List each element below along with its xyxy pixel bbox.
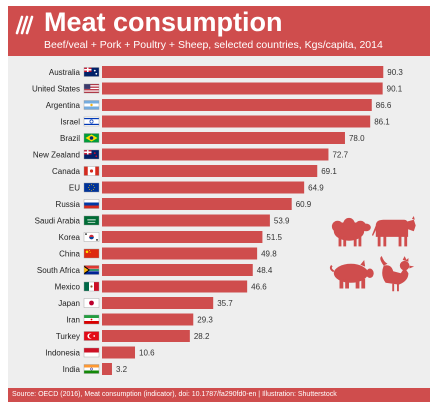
cow-icon xyxy=(372,216,416,247)
bar-india xyxy=(102,363,112,375)
value-label-eu: 64.9 xyxy=(308,184,324,193)
indonesia-flag-icon xyxy=(83,347,100,358)
bar-new-zealand xyxy=(102,148,329,161)
mexico-flag-icon xyxy=(83,281,100,292)
bar-iran xyxy=(102,313,194,326)
pig-icon xyxy=(329,260,374,289)
header-banner: Meat consumption Beef/veal + Pork + Poul… xyxy=(8,6,430,56)
saudi-arabia-flag-icon xyxy=(83,215,100,226)
argentina-flag-icon xyxy=(83,100,100,110)
category-label-japan: Japan xyxy=(58,299,80,308)
japan-flag-icon xyxy=(83,298,100,308)
category-label-united-states: United States xyxy=(32,85,80,94)
category-label-new-zealand: New Zealand xyxy=(33,151,80,160)
rooster-icon xyxy=(380,256,415,292)
bar-israel xyxy=(102,115,371,128)
canada-flag-icon xyxy=(83,166,100,176)
value-label-brazil: 78.0 xyxy=(349,134,365,143)
new-zealand-flag-icon xyxy=(83,149,100,160)
united-states-flag-icon xyxy=(83,83,100,94)
value-label-saudi-arabia: 53.9 xyxy=(274,217,290,226)
category-label-china: China xyxy=(59,250,80,259)
source-note: Source: OECD (2016), Meat consumption (i… xyxy=(12,391,337,398)
category-label-korea: Korea xyxy=(59,233,81,242)
value-label-israel: 86.1 xyxy=(374,118,390,127)
value-label-turkey: 28.2 xyxy=(194,332,210,341)
bar-china xyxy=(102,247,258,260)
value-label-united-states: 90.1 xyxy=(387,85,403,94)
category-label-south-africa: South Africa xyxy=(37,266,81,275)
korea-flag-icon xyxy=(83,232,100,242)
value-label-mexico: 46.6 xyxy=(251,283,267,292)
category-label-indonesia: Indonesia xyxy=(45,349,80,358)
chart-title: Meat consumption xyxy=(44,7,283,37)
brazil-flag-icon xyxy=(83,133,100,143)
category-label-canada: Canada xyxy=(52,167,81,176)
category-label-saudi-arabia: Saudi Arabia xyxy=(35,217,81,226)
chart-subtitle: Beef/veal + Pork + Poultry + Sheep, sele… xyxy=(44,39,383,51)
iran-flag-icon xyxy=(83,314,100,325)
bar-canada xyxy=(102,165,318,177)
bar-chart: Australia 90.3 United States 90.1 Argentina 8… xyxy=(32,66,416,375)
category-label-australia: Australia xyxy=(49,68,81,77)
china-flag-icon xyxy=(83,248,100,259)
bar-russia xyxy=(102,198,292,210)
category-label-russia: Russia xyxy=(56,200,81,209)
bar-japan xyxy=(102,297,214,309)
value-label-korea: 51.5 xyxy=(266,233,282,242)
value-label-australia: 90.3 xyxy=(387,68,403,77)
australia-flag-icon xyxy=(83,67,100,77)
value-label-china: 49.8 xyxy=(261,250,277,259)
value-label-iran: 29.3 xyxy=(197,316,213,325)
category-label-india: India xyxy=(63,365,81,374)
bar-south-africa xyxy=(102,264,253,276)
value-label-russia: 60.9 xyxy=(296,200,312,209)
value-label-japan: 35.7 xyxy=(217,299,233,308)
category-label-brazil: Brazil xyxy=(60,134,80,143)
category-label-iran: Iran xyxy=(66,316,80,325)
bar-mexico xyxy=(102,280,248,293)
eu-flag-icon xyxy=(83,182,100,193)
category-label-eu: EU xyxy=(69,184,80,193)
india-flag-icon xyxy=(83,364,100,374)
russia-flag-icon xyxy=(83,199,100,209)
bar-brazil xyxy=(102,132,345,144)
value-label-indonesia: 10.6 xyxy=(139,349,155,358)
south-africa-flag-icon xyxy=(83,265,100,275)
value-label-new-zealand: 72.7 xyxy=(332,151,348,160)
bar-eu xyxy=(102,181,305,194)
category-label-turkey: Turkey xyxy=(56,332,80,341)
bar-saudi-arabia xyxy=(102,214,270,227)
sheep-icon xyxy=(331,217,371,247)
category-label-argentina: Argentina xyxy=(46,101,81,110)
value-label-india: 3.2 xyxy=(116,365,128,374)
value-label-canada: 69.1 xyxy=(321,167,337,176)
plot-area: Australia 90.3 United States 90.1 Argentina 8… xyxy=(8,56,430,388)
bar-turkey xyxy=(102,330,190,342)
bar-korea xyxy=(102,231,263,243)
bar-united-states xyxy=(102,82,383,95)
israel-flag-icon xyxy=(83,116,100,127)
value-label-south-africa: 48.4 xyxy=(257,266,273,275)
footer-banner: Source: OECD (2016), Meat consumption (i… xyxy=(8,388,430,402)
bar-indonesia xyxy=(102,346,136,359)
category-label-israel: Israel xyxy=(60,118,80,127)
turkey-flag-icon xyxy=(83,331,100,341)
bar-australia xyxy=(102,66,384,78)
oecd-logo-icon xyxy=(15,15,34,35)
category-label-mexico: Mexico xyxy=(55,283,81,292)
bar-argentina xyxy=(102,99,372,111)
value-label-argentina: 86.6 xyxy=(376,101,392,110)
